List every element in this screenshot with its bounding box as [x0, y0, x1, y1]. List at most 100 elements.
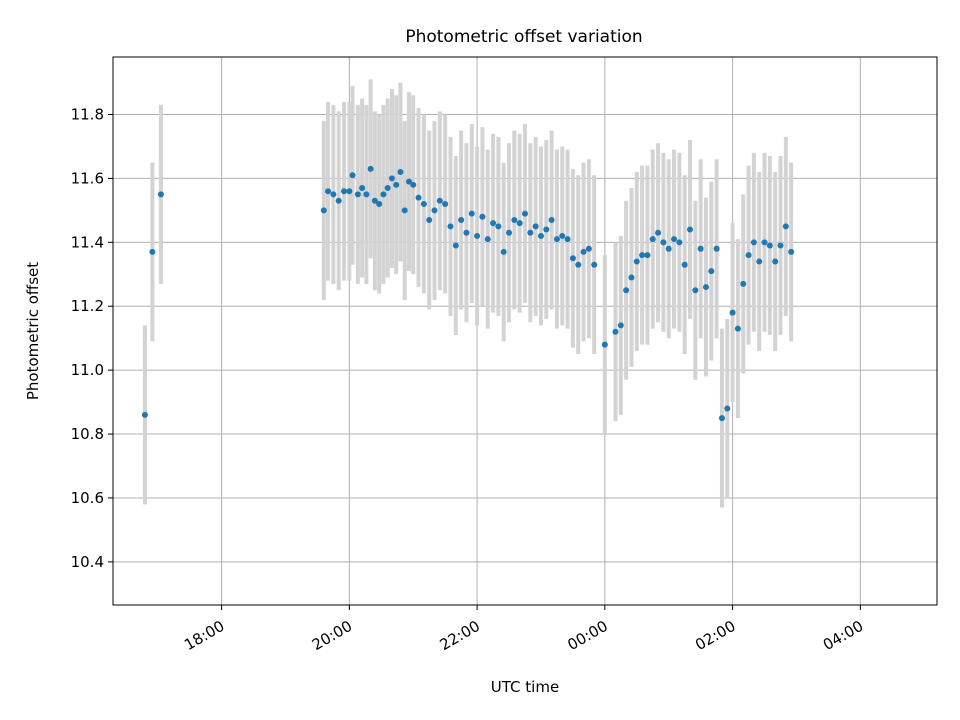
data-point: [141, 411, 148, 418]
data-point: [384, 185, 391, 192]
data-point: [676, 239, 683, 246]
data-point: [750, 239, 757, 246]
data-point: [371, 197, 378, 204]
data-point: [633, 258, 640, 265]
data-point: [569, 255, 576, 262]
y-axis-label: Photometric offset: [24, 262, 42, 400]
data-point: [431, 207, 438, 214]
data-point: [474, 232, 481, 239]
data-point: [516, 220, 523, 227]
data-point: [376, 200, 383, 207]
data-point: [655, 229, 662, 236]
data-point: [665, 245, 672, 252]
data-point: [436, 197, 443, 204]
data-point: [564, 236, 571, 243]
data-point: [397, 169, 404, 176]
data-point: [500, 248, 507, 255]
data-point: [330, 191, 337, 198]
data-point: [354, 191, 361, 198]
data-point: [468, 210, 475, 217]
data-point: [320, 207, 327, 214]
data-point: [401, 207, 408, 214]
data-point: [452, 242, 459, 249]
data-point: [479, 213, 486, 220]
data-point: [734, 325, 741, 332]
x-tick-label: 18:00: [181, 617, 227, 654]
error-bars: [142, 79, 794, 508]
data-point: [575, 261, 582, 268]
data-point: [522, 210, 528, 217]
data-point: [745, 252, 752, 259]
data-point: [393, 181, 400, 188]
y-tick-label: 11.6: [71, 169, 104, 187]
data-point: [580, 248, 587, 255]
data-point: [420, 200, 427, 207]
data-point: [463, 229, 470, 236]
data-point: [692, 287, 699, 294]
data-point: [410, 181, 417, 188]
data-point: [766, 242, 773, 249]
data-point: [559, 232, 566, 239]
data-point: [671, 236, 678, 243]
x-axis-label: UTC time: [491, 678, 559, 696]
data-point: [660, 239, 667, 246]
data-point: [681, 261, 688, 268]
data-point: [729, 309, 736, 316]
data-point: [325, 188, 332, 195]
data-point: [782, 223, 789, 230]
data-point: [553, 236, 560, 243]
data-point: [601, 341, 608, 348]
y-tick-label: 10.6: [71, 489, 104, 507]
y-tick-label: 10.4: [71, 553, 104, 571]
data-point: [585, 245, 592, 252]
data-point: [532, 223, 539, 230]
data-point: [702, 284, 709, 291]
data-point: [506, 229, 513, 236]
data-point: [697, 245, 704, 252]
data-point: [415, 194, 422, 201]
data-point: [157, 191, 164, 198]
x-tick-label: 00:00: [564, 617, 610, 654]
data-point: [363, 191, 370, 198]
data-point: [687, 226, 694, 233]
x-tick-label: 20:00: [309, 617, 355, 654]
data-point: [761, 239, 768, 246]
data-point: [708, 268, 715, 275]
data-point: [484, 236, 491, 243]
data-point: [612, 328, 619, 335]
data-point: [617, 322, 624, 329]
x-tick-label: 04:00: [820, 617, 866, 654]
data-point: [405, 178, 412, 185]
data-point: [527, 229, 534, 236]
data-point: [442, 200, 449, 207]
data-point: [447, 223, 454, 230]
data-point: [537, 232, 544, 239]
data-point: [724, 405, 731, 412]
data-point: [649, 236, 656, 243]
data-point: [388, 175, 395, 182]
x-tick-label: 22:00: [437, 617, 483, 654]
data-point: [380, 191, 387, 198]
data-point: [458, 216, 465, 223]
data-point: [628, 274, 635, 281]
y-tick-label: 11.8: [71, 106, 104, 124]
data-points: [141, 165, 795, 422]
y-tick-label: 10.8: [71, 425, 104, 443]
chart-title: Photometric offset variation: [405, 27, 642, 47]
data-point: [490, 220, 497, 227]
data-point: [788, 248, 795, 255]
data-point: [644, 252, 651, 259]
plot-frame: [112, 56, 938, 606]
data-point: [335, 197, 342, 204]
data-point: [359, 185, 366, 192]
data-point: [511, 216, 518, 223]
data-point: [740, 280, 747, 287]
y-tick-label: 11.4: [71, 233, 104, 251]
data-point: [777, 242, 784, 249]
data-point: [718, 415, 725, 422]
data-point: [349, 172, 356, 179]
x-axis-ticks: 18:00 20:00 22:00 00:00 02:00 04:00: [181, 605, 866, 654]
data-point: [495, 223, 502, 230]
y-tick-label: 11.2: [71, 297, 104, 315]
